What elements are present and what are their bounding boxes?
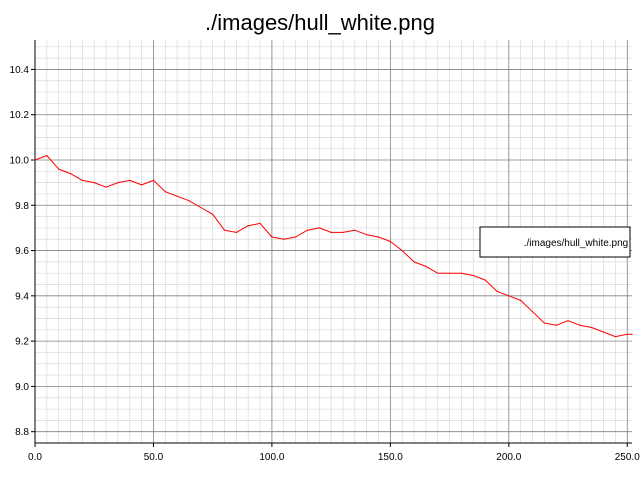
legend-box <box>479 226 631 258</box>
data-point <box>437 272 439 274</box>
x-tick-label: 50.0 <box>144 452 164 463</box>
data-point <box>472 274 474 277</box>
series-line <box>34 155 632 338</box>
x-tick-label: 250.0 <box>615 452 640 463</box>
data-point <box>58 168 60 170</box>
data-point <box>520 299 522 301</box>
data-point <box>46 154 48 157</box>
x-tick-label: 200.0 <box>496 452 521 463</box>
x-axis-ticks: 0.0 50.0 100.0 150.0 200.0 250.0 <box>28 443 640 463</box>
chart-title: ./images/hull_white.png <box>205 10 435 35</box>
data-point <box>69 172 72 175</box>
data-point <box>579 324 581 326</box>
data-point <box>354 229 356 231</box>
y-tick-label: 10.4 <box>10 65 30 76</box>
data-point <box>614 335 617 338</box>
y-tick-label: 10.0 <box>10 155 30 166</box>
data-point <box>200 206 202 209</box>
data-point <box>188 200 190 202</box>
data-point <box>129 179 131 181</box>
data-point <box>93 182 95 184</box>
data-point <box>81 179 83 181</box>
data-point <box>389 240 391 243</box>
data-point <box>508 295 510 297</box>
data-point <box>330 231 332 234</box>
y-tick-label: 9.8 <box>15 201 29 212</box>
data-point <box>223 229 226 231</box>
data-point <box>105 186 107 188</box>
series-layer <box>34 154 633 338</box>
data-point <box>555 324 557 326</box>
data-point <box>460 272 463 274</box>
data-point <box>591 326 593 329</box>
data-point <box>141 184 143 186</box>
data-point <box>543 322 545 324</box>
data-point <box>318 227 320 229</box>
data-point <box>602 331 605 333</box>
data-point <box>294 236 297 238</box>
y-tick-label: 9.0 <box>15 382 29 393</box>
y-tick-label: 10.2 <box>10 110 30 121</box>
data-point <box>484 279 486 281</box>
y-tick-label: 9.6 <box>15 246 29 257</box>
y-tick-label: 9.2 <box>15 337 29 348</box>
data-point <box>413 261 415 263</box>
data-point <box>366 234 368 236</box>
data-point <box>448 272 451 274</box>
axes <box>34 40 632 444</box>
data-point <box>283 238 285 240</box>
data-point <box>626 333 628 335</box>
data-point <box>247 225 249 227</box>
data-point <box>235 231 237 234</box>
y-tick-label: 8.8 <box>15 427 29 438</box>
data-point <box>306 229 309 231</box>
data-point <box>164 191 166 193</box>
legend-entry-label: ./images/hull_white.png <box>524 238 629 249</box>
data-point <box>271 236 273 238</box>
x-tick-label: 100.0 <box>259 452 284 463</box>
data-point <box>425 265 427 268</box>
minor-grid <box>35 40 632 444</box>
data-point <box>496 290 498 292</box>
legend: ./images/hull_white.png <box>479 226 631 258</box>
data-point <box>259 222 261 224</box>
data-point <box>212 213 214 215</box>
data-point <box>631 333 633 335</box>
data-point <box>377 236 380 238</box>
data-point <box>117 182 119 184</box>
data-point <box>401 249 403 252</box>
data-point <box>152 179 155 181</box>
y-tick-label: 9.4 <box>15 291 29 302</box>
data-point <box>567 320 569 322</box>
y-axis-ticks: 8.8 9.0 9.2 9.4 9.6 9.8 10.0 10.2 10.4 <box>10 65 35 438</box>
x-tick-label: 150.0 <box>378 452 403 463</box>
data-point <box>34 159 36 161</box>
data-point <box>342 231 344 234</box>
data-point <box>176 195 178 197</box>
data-point <box>531 311 534 313</box>
x-tick-label: 0.0 <box>28 452 42 463</box>
